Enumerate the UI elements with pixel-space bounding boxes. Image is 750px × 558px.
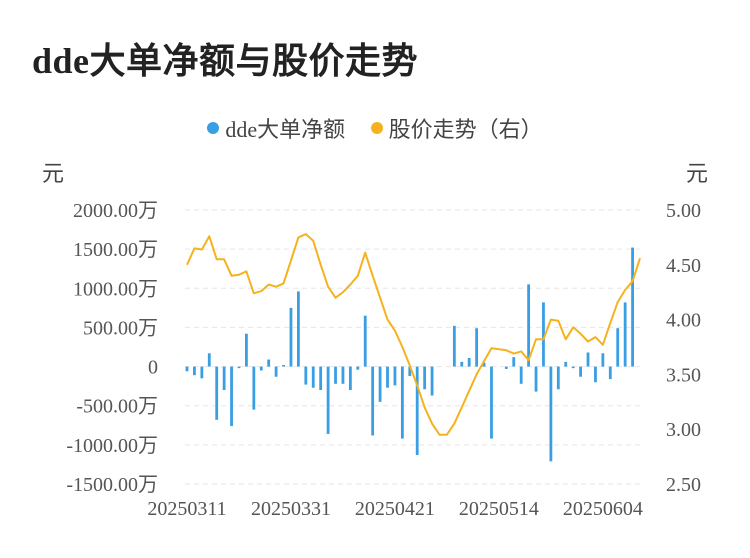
bar — [237, 366, 241, 369]
bar — [579, 366, 582, 377]
legend-dot-dde — [207, 122, 220, 134]
left-tick-label: 1000.00万 — [73, 278, 158, 300]
bar — [356, 366, 360, 370]
bar — [348, 366, 352, 391]
chart-title: dde大单净额与股价走势 — [32, 41, 419, 81]
bar — [289, 307, 293, 367]
left-tick-label: 1500.00万 — [73, 239, 158, 261]
right-tick-label: 4.50 — [666, 255, 701, 277]
bar — [378, 366, 382, 402]
bar — [400, 366, 404, 439]
bar — [452, 325, 456, 367]
bar — [341, 366, 345, 384]
bar — [512, 357, 516, 367]
bar — [594, 366, 597, 383]
bar — [393, 366, 397, 386]
bar — [245, 333, 248, 367]
left-tick-label: 0 — [148, 357, 158, 379]
bar — [623, 302, 627, 367]
bar — [215, 366, 219, 420]
bar — [319, 366, 323, 391]
bar — [527, 284, 531, 367]
bar — [564, 361, 568, 367]
bar — [230, 366, 233, 427]
bar — [386, 366, 389, 388]
bar — [185, 366, 189, 372]
legend-label-dde: dde大单净额 — [225, 117, 346, 142]
left-tick-label: 500.00万 — [83, 317, 158, 339]
bar — [467, 357, 471, 367]
bar — [631, 247, 634, 367]
x-tick-label: 20250514 — [459, 498, 539, 520]
bar — [274, 366, 278, 377]
right-tick-label: 5.00 — [666, 200, 701, 222]
bar — [334, 366, 337, 384]
bar — [423, 366, 427, 390]
legend-dot-price — [370, 122, 383, 134]
price-line — [186, 233, 641, 436]
bar — [475, 328, 479, 367]
bar — [542, 302, 545, 367]
x-tick-label: 20250421 — [355, 498, 435, 520]
left-axis-unit: 元 — [42, 161, 65, 186]
legend-label-price: 股价走势（右） — [388, 117, 543, 142]
legend: dde大单净额 股价走势（右） — [0, 112, 750, 144]
bar — [304, 366, 308, 385]
bar — [252, 366, 256, 410]
bar — [311, 366, 315, 388]
left-tick-label: 2000.00万 — [73, 200, 158, 222]
right-tick-label: 3.00 — [666, 419, 701, 441]
bar — [460, 361, 464, 367]
bar — [259, 366, 263, 371]
legend-item-price[interactable]: 股价走势（右） — [370, 112, 543, 144]
bar — [200, 366, 204, 379]
bar — [504, 366, 508, 369]
bar — [556, 366, 560, 390]
bar — [222, 366, 226, 391]
bar — [193, 366, 196, 376]
left-tick-label: -500.00万 — [76, 396, 158, 418]
bar — [408, 366, 412, 376]
bar — [207, 353, 211, 367]
bar — [296, 291, 300, 367]
left-tick-label: -1000.00万 — [66, 435, 158, 457]
legend-item-dde[interactable]: dde大单净额 — [207, 112, 345, 144]
x-tick-label: 20250604 — [563, 498, 643, 520]
bar — [549, 366, 553, 462]
right-tick-label: 3.50 — [666, 364, 701, 386]
x-tick-label: 20250331 — [251, 498, 331, 520]
bar — [608, 366, 612, 380]
bar — [371, 366, 375, 436]
bar — [326, 366, 330, 434]
bar — [482, 362, 486, 367]
right-tick-label: 4.00 — [666, 310, 701, 332]
bar — [267, 359, 271, 367]
right-tick-label: 2.50 — [666, 474, 701, 496]
bar — [490, 366, 493, 439]
bar — [282, 365, 285, 367]
right-axis-unit: 元 — [685, 161, 708, 186]
bar — [616, 328, 620, 367]
bar — [534, 366, 538, 392]
bar — [519, 366, 523, 384]
x-tick-label: 20250311 — [147, 498, 226, 520]
bar — [601, 353, 605, 367]
bar — [586, 352, 590, 367]
bar — [430, 366, 434, 396]
bar — [363, 315, 367, 367]
bar — [415, 366, 419, 456]
left-tick-label: -1500.00万 — [66, 474, 158, 496]
bar — [571, 366, 575, 369]
